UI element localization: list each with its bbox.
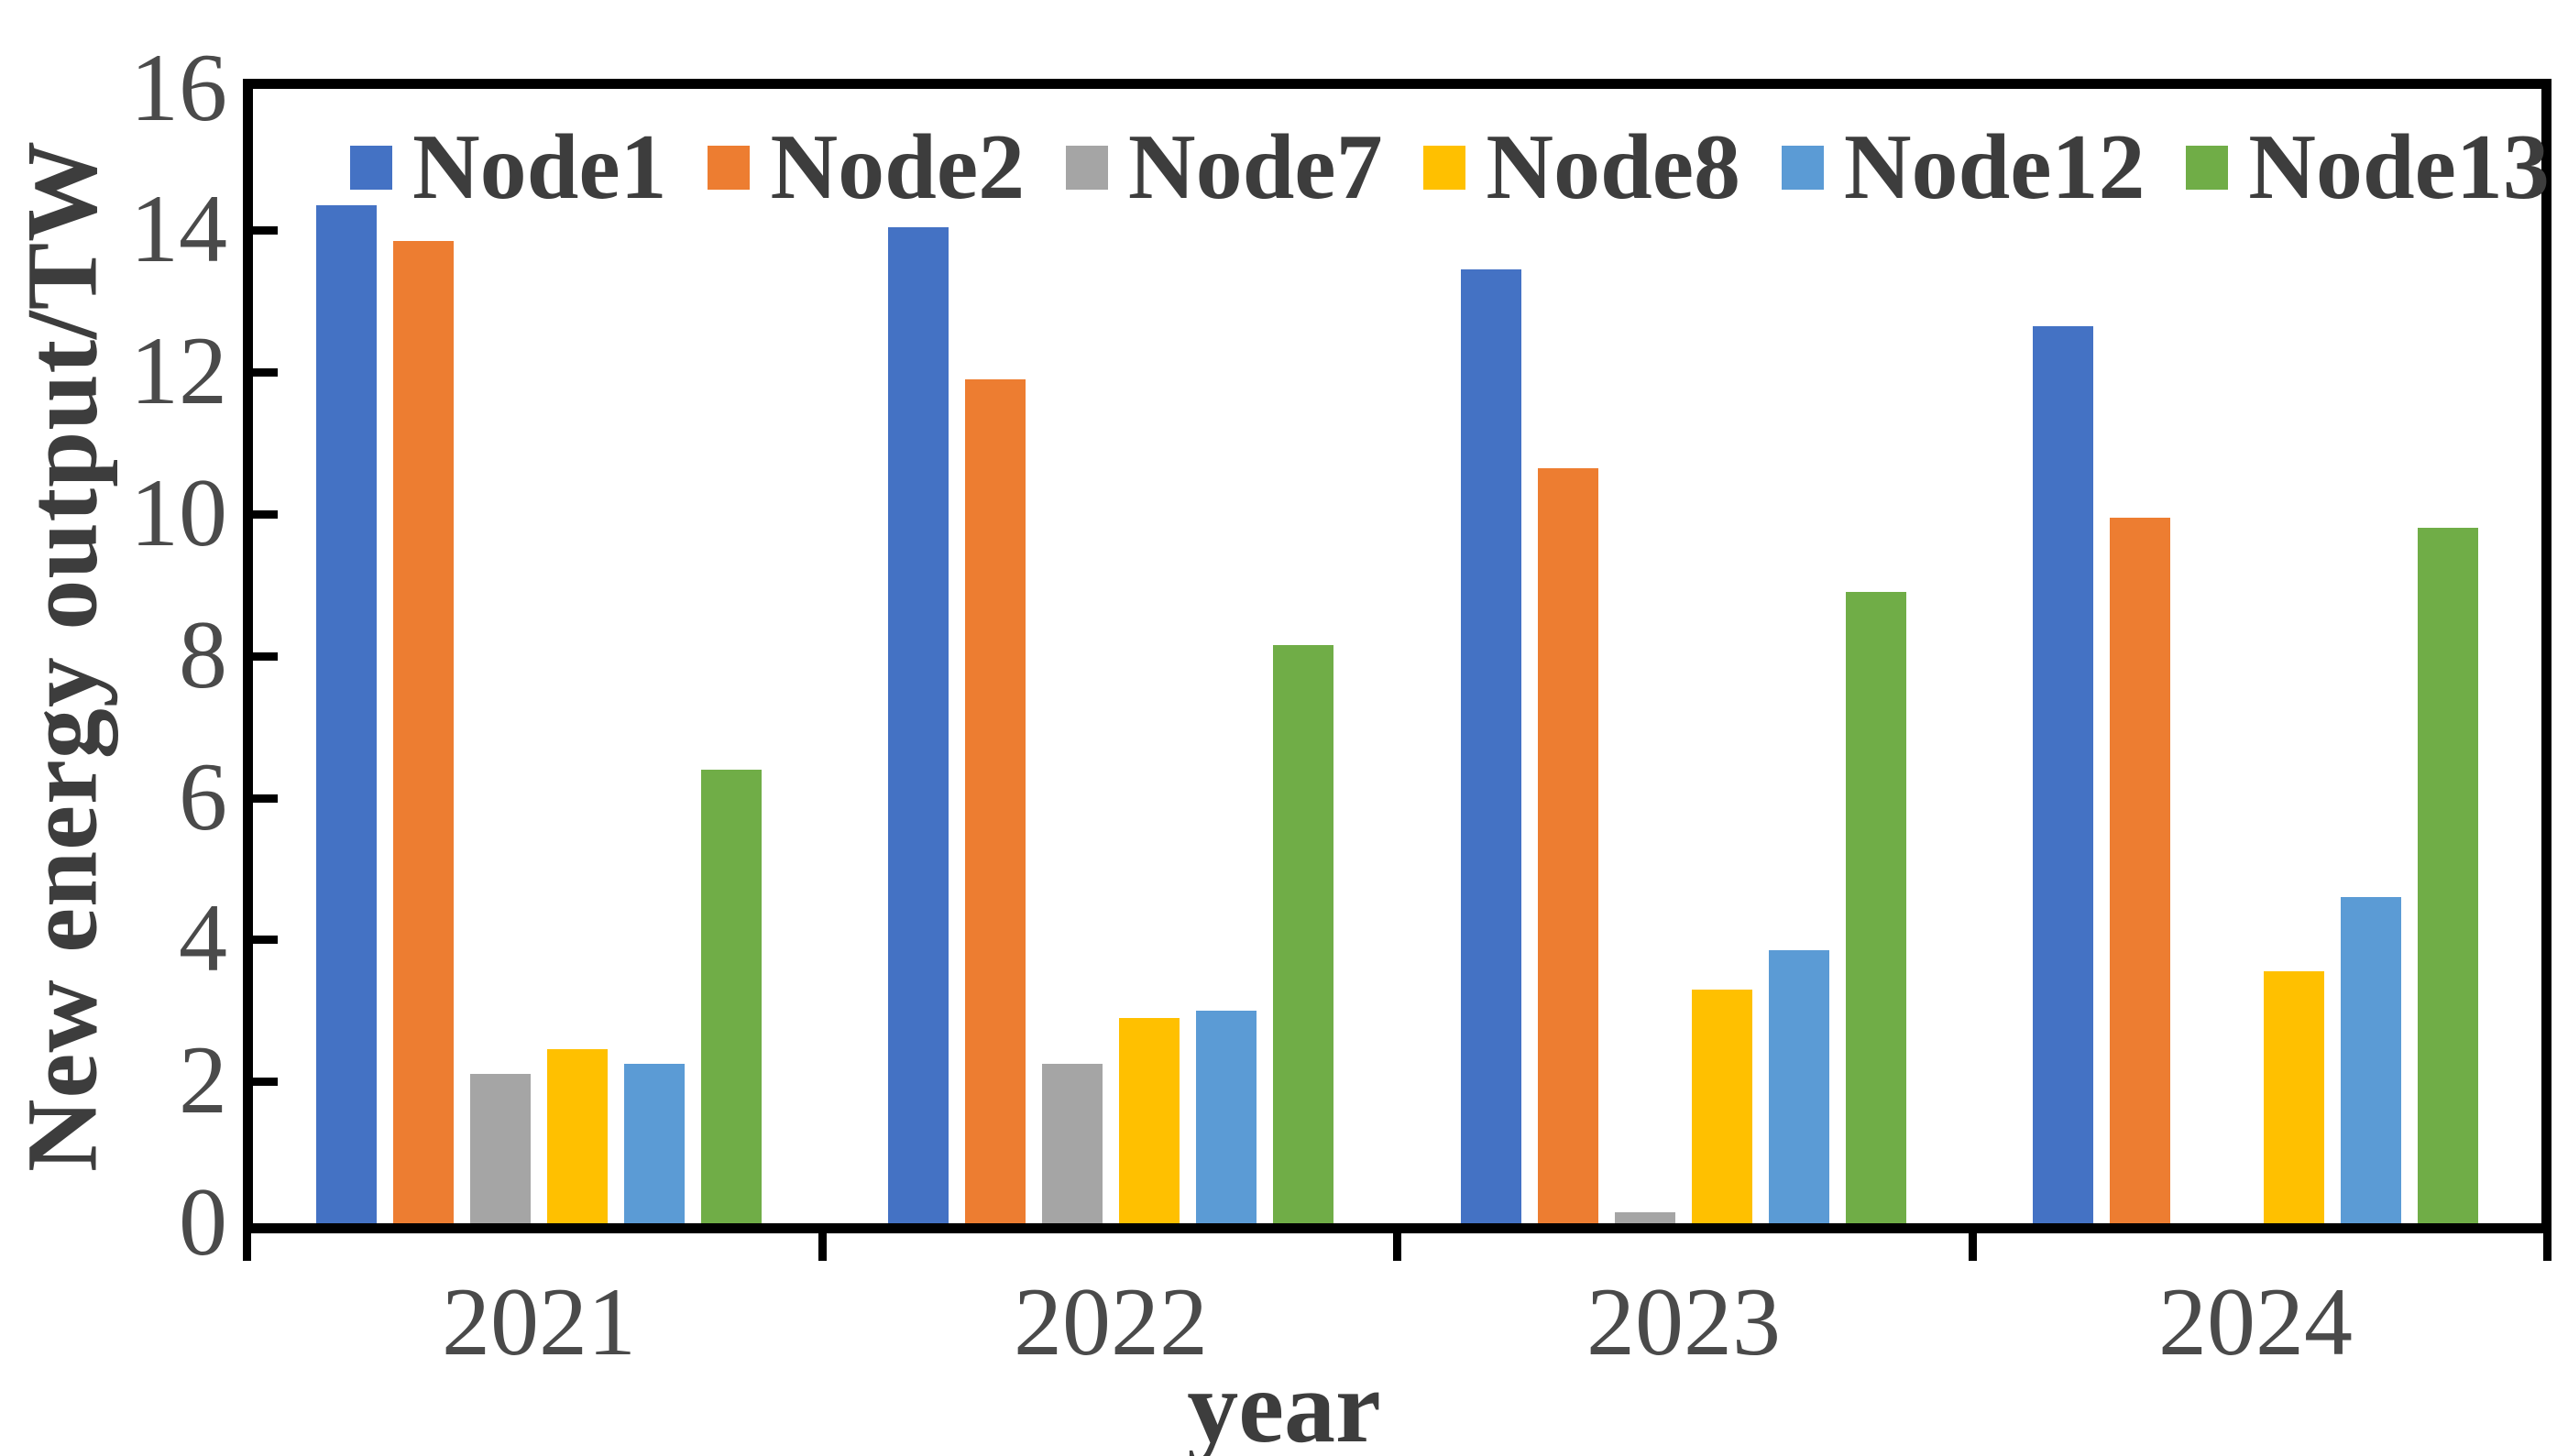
legend-item-node7: Node7 (1065, 115, 1383, 219)
legend-swatch-node13 (2186, 146, 2229, 190)
legend-swatch-node2 (708, 146, 751, 190)
bar-node12-2022 (1196, 1011, 1257, 1223)
legend-item-node13: Node13 (2186, 118, 2550, 217)
bar-node7-2023 (1615, 1212, 1675, 1223)
bar-node13-2022 (1273, 645, 1333, 1223)
x-tick-label-2023: 2023 (1586, 1268, 1781, 1375)
y-tick-label: 0 (179, 1168, 227, 1275)
legend-item-node8: Node8 (1423, 118, 1740, 217)
y-tick-label: 10 (130, 459, 227, 566)
bar-node13-2024 (2418, 528, 2478, 1223)
x-tick-label-2022: 2022 (1014, 1268, 1208, 1375)
legend-item-node1: Node1 (350, 118, 667, 217)
legend-swatch-node12 (1781, 146, 1824, 190)
legend-label: Node2 (770, 115, 1026, 219)
bar-node8-2021 (547, 1049, 608, 1223)
x-tick-mark (2543, 1228, 2552, 1261)
y-tick-mark (243, 368, 278, 378)
legend-label: Node1 (412, 115, 667, 219)
bar-node1-2024 (2033, 326, 2093, 1223)
y-tick-label: 14 (130, 175, 227, 283)
legend-item-node2: Node2 (708, 118, 1025, 217)
x-tick-mark (243, 1228, 251, 1261)
legend-label: Node8 (1486, 115, 1741, 219)
legend-swatch-node7 (1065, 146, 1108, 190)
bar-node2-2024 (2110, 518, 2170, 1223)
bar-node2-2022 (965, 379, 1026, 1223)
y-tick-mark (243, 1078, 278, 1087)
legend-swatch-node8 (1423, 146, 1466, 190)
x-tick-mark (818, 1228, 827, 1261)
x-tick-mark (1393, 1228, 1401, 1261)
x-tick-mark (1968, 1228, 1977, 1261)
y-tick-label: 12 (130, 317, 227, 425)
legend: Node1 Node2 Node7 Node8 Node12 Node13 (350, 117, 2550, 218)
bar-node13-2021 (701, 770, 762, 1223)
y-tick-mark (243, 651, 278, 661)
bar-node12-2023 (1769, 950, 1829, 1223)
bar-node8-2022 (1119, 1018, 1180, 1223)
bar-node13-2023 (1846, 592, 1906, 1223)
bar-node12-2024 (2341, 897, 2401, 1223)
x-tick-label-2021: 2021 (442, 1268, 636, 1375)
legend-label: Node7 (1127, 115, 1383, 219)
y-tick-label: 16 (130, 33, 227, 141)
bar-node1-2023 (1461, 269, 1521, 1223)
y-tick-mark (243, 226, 278, 235)
bar-node2-2023 (1538, 468, 1598, 1223)
legend-swatch-node1 (350, 146, 392, 190)
y-tick-label: 2 (179, 1026, 227, 1134)
y-tick-label: 8 (179, 600, 227, 708)
y-tick-label: 4 (179, 884, 227, 992)
bar-node1-2021 (316, 205, 377, 1223)
bar-node7-2022 (1042, 1064, 1103, 1223)
legend-label: Node12 (1843, 115, 2145, 219)
legend-item-node12: Node12 (1781, 115, 2145, 219)
bar-node7-2021 (470, 1074, 531, 1223)
bar-node2-2021 (393, 241, 454, 1223)
bar-node1-2022 (888, 227, 949, 1223)
bar-node12-2021 (624, 1064, 685, 1223)
y-tick-mark (243, 794, 278, 803)
x-axis-title: year (1187, 1351, 1381, 1456)
y-tick-mark (243, 936, 278, 945)
y-tick-label: 6 (179, 742, 227, 850)
bar-node8-2024 (2264, 971, 2324, 1223)
legend-label: Node13 (2248, 115, 2550, 219)
x-tick-label-2024: 2024 (2158, 1268, 2353, 1375)
bar-node8-2023 (1692, 990, 1752, 1223)
y-tick-mark (243, 510, 278, 519)
